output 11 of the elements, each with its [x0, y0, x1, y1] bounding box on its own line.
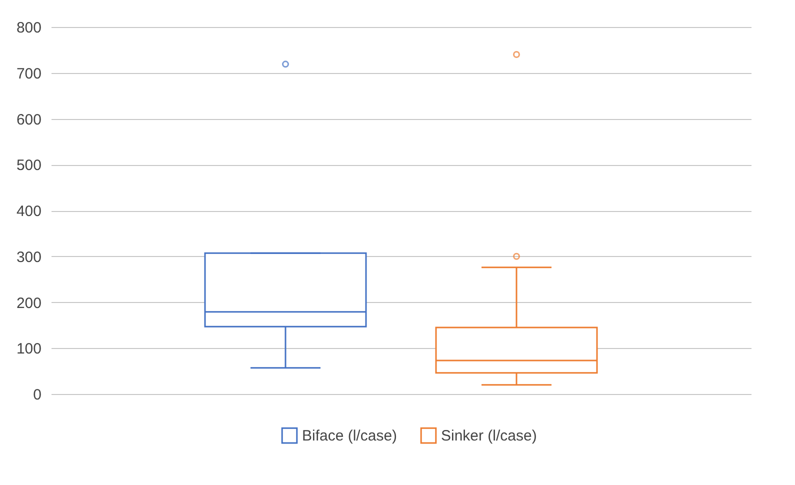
y-tick-label: 700 — [16, 65, 42, 82]
y-tick-label: 0 — [33, 386, 42, 404]
y-tick-label: 100 — [16, 340, 42, 358]
legend-label: Biface (l/case) — [302, 428, 398, 445]
y-tick-label: 400 — [16, 203, 42, 220]
y-tick-label: 300 — [16, 248, 42, 266]
y-tick-label: 500 — [16, 157, 42, 174]
y-tick-label: 600 — [16, 111, 42, 128]
y-tick-label: 800 — [16, 20, 42, 36]
legend-label: Sinker (l/case) — [441, 428, 537, 445]
y-tick-label: 200 — [16, 294, 42, 312]
